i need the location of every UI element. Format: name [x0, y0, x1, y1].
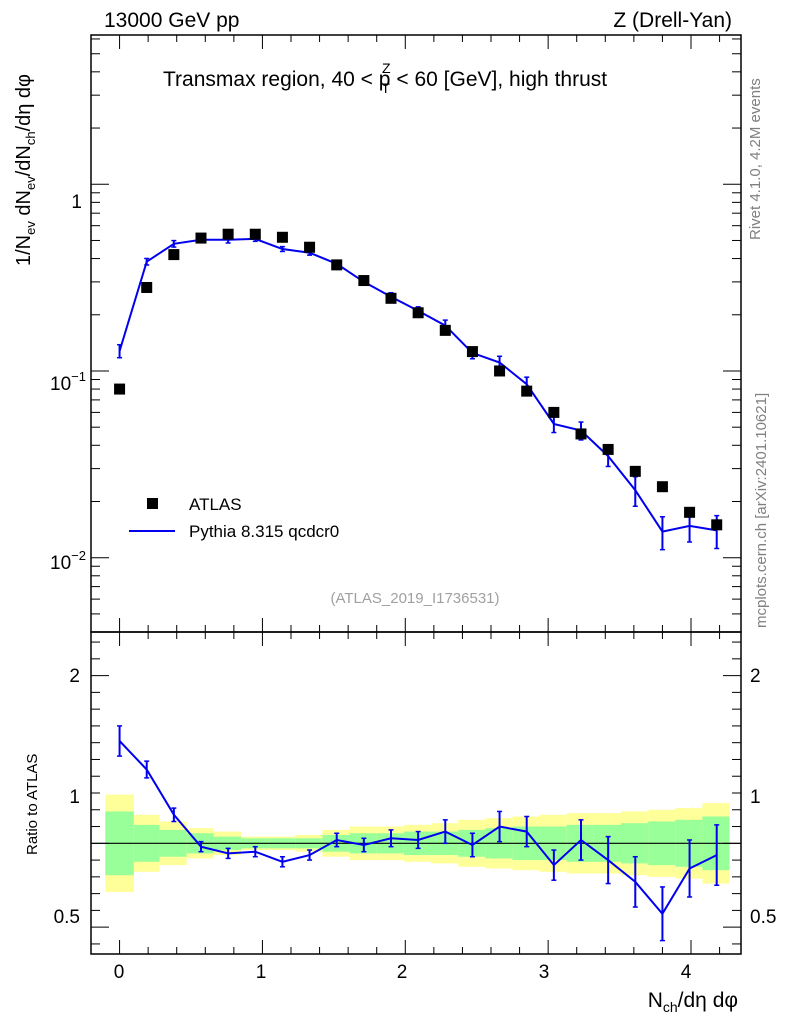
- y-tick-label-0.01-base: 10: [50, 553, 71, 574]
- y-tick-label-0.01-exp: −2: [71, 548, 86, 563]
- x-tick-label-0: 0: [114, 962, 125, 983]
- y-axis-label-a-sub: ev: [23, 221, 38, 235]
- atlas-point: [331, 259, 343, 271]
- x-axis-label-sub: ch: [663, 999, 678, 1015]
- x-tick-label-2: 2: [397, 962, 408, 983]
- ratio-y-tick-right-1: 1: [750, 787, 761, 808]
- plot-title-tail: < 60 [GeV], high thrust: [391, 68, 608, 91]
- ratio-y-tick-left-1: 1: [69, 787, 80, 808]
- x-axis-label: Nch/dη dφ: [648, 989, 738, 1015]
- y-axis-label-c-sub: ch: [23, 131, 38, 145]
- atlas-point: [494, 365, 506, 377]
- y-axis-label: 1/Nev dNev/dNch/dη dφ: [13, 74, 38, 266]
- atlas-point: [276, 231, 288, 243]
- main-axis-ticks: [90, 35, 741, 633]
- atlas-point: [466, 346, 478, 358]
- ratio-axis-ticks: [90, 632, 741, 954]
- ratio-y-axis-label: Ratio to ATLAS: [24, 754, 41, 855]
- main-plot-content: [114, 228, 723, 551]
- atlas-point: [439, 324, 451, 336]
- plot-title-sub: T: [381, 80, 390, 96]
- legend: ATLAS Pythia 8.315 qcdcr0: [129, 495, 339, 541]
- ratio-y-tick-right-0.5: 0.5: [750, 907, 776, 928]
- atlas-point: [114, 383, 126, 395]
- atlas-point: [222, 228, 234, 240]
- ratio-y-tick-left-2: 2: [69, 666, 80, 687]
- ratio-plot-frame: [90, 631, 742, 955]
- x-tick-label-4: 4: [681, 962, 692, 983]
- atlas-point: [575, 428, 587, 440]
- y-tick-label-1: 1: [71, 192, 82, 213]
- ratio-y-tick-left-0.5: 0.5: [54, 907, 80, 928]
- y-axis-label-a: 1/N: [13, 235, 35, 266]
- atlas-point: [304, 241, 316, 253]
- y-axis-label-b: dN: [13, 190, 35, 221]
- atlas-point: [385, 292, 397, 304]
- atlas-point: [711, 519, 723, 531]
- atlas-point: [548, 406, 560, 418]
- atlas-point: [249, 228, 261, 240]
- atlas-point: [602, 443, 614, 455]
- plot-title: Transmax region, 40 < pTZ < 60 [GeV], hi…: [163, 60, 607, 96]
- ratio-plot-content: [91, 725, 741, 942]
- atlas-point: [521, 385, 533, 397]
- collision-energy-label: 13000 GeV pp: [104, 9, 239, 32]
- pythia-line: [118, 237, 717, 533]
- atlas-point: [141, 281, 153, 293]
- plot-title-main: Transmax region, 40 < p: [163, 68, 390, 91]
- atlas-point: [684, 506, 696, 518]
- ratio-plot: 2 1 0.5 2 1 0.5 Ratio to ATLAS 0 1 2 3 4…: [24, 631, 776, 1015]
- legend-atlas-label: ATLAS: [189, 495, 242, 514]
- y-tick-label-0.1: 10−1: [50, 369, 86, 395]
- x-tick-label-3: 3: [539, 962, 550, 983]
- y-tick-label-0.1-base: 10: [50, 374, 71, 395]
- main-plot-frame: [90, 34, 742, 633]
- analysis-reference: (ATLAS_2019_I1736531): [330, 590, 499, 607]
- legend-atlas-marker: [147, 498, 158, 509]
- y-tick-label-0.1-exp: −1: [71, 369, 86, 384]
- y-axis-label-d: /dη dφ: [13, 74, 35, 131]
- mcplots-label: mcplots.cern.ch [arXiv:2401.10621]: [753, 393, 770, 628]
- y-axis-label-c: /dN: [13, 145, 35, 176]
- atlas-point: [629, 465, 641, 477]
- x-axis-label-n: N: [648, 989, 663, 1012]
- ratio-y-tick-right-2: 2: [750, 666, 761, 687]
- legend-pythia-label: Pythia 8.315 qcdcr0: [189, 522, 339, 541]
- atlas-point: [195, 232, 207, 244]
- rivet-label: Rivet 4.1.0, 4.2M events: [747, 78, 764, 240]
- main-plot: Transmax region, 40 < pTZ < 60 [GeV], hi…: [13, 34, 742, 633]
- x-axis-label-tail: /dη dφ: [678, 989, 738, 1012]
- plot-title-sup: Z: [382, 60, 391, 76]
- y-axis-label-b-sub: ev: [23, 176, 38, 190]
- atlas-point: [358, 275, 370, 287]
- atlas-point: [656, 481, 668, 493]
- x-tick-label-1: 1: [256, 962, 267, 983]
- y-tick-label-0.01: 10−2: [50, 548, 86, 574]
- atlas-point: [412, 307, 424, 319]
- atlas-point: [168, 249, 180, 261]
- process-label: Z (Drell-Yan): [613, 9, 732, 32]
